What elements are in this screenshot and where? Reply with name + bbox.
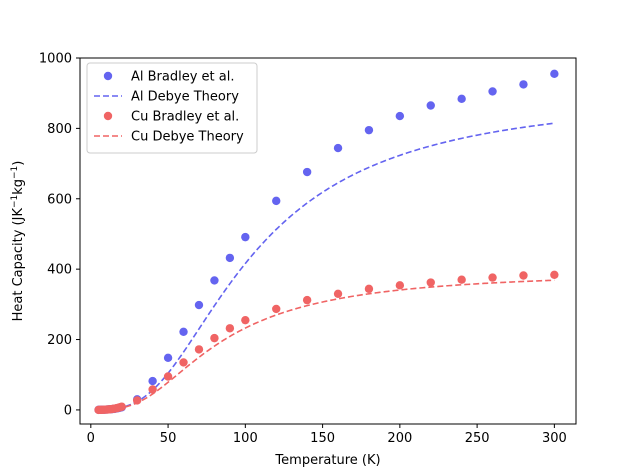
x-tick-label: 50: [160, 431, 177, 446]
al-bradley-point: [225, 253, 235, 263]
cu-bradley-point: [457, 275, 466, 284]
al-bradley-point: [194, 300, 204, 310]
y-axis-label-superscript: −1: [10, 195, 20, 208]
y-tick-label: 1000: [39, 52, 72, 67]
y-axis: 0 200 400 600 800 1000: [39, 52, 80, 418]
cu-bradley-point: [225, 324, 235, 333]
cu-bradley-point: [550, 270, 559, 279]
cu-bradley-point: [179, 358, 188, 367]
cu-bradley-point: [426, 278, 435, 287]
legend-label-al-bradley: Al Bradley et al.: [131, 70, 235, 85]
x-tick-label: 100: [233, 431, 258, 446]
al-bradley-point: [519, 80, 528, 89]
al-bradley-point: [395, 111, 405, 121]
al-bradley-point: [163, 353, 173, 363]
cu-bradley-point: [148, 385, 157, 394]
y-axis-label-superscript: −1: [10, 166, 20, 179]
al-bradley-point: [210, 276, 219, 285]
y-tick-label: 400: [47, 263, 72, 278]
cu-bradley-point: [302, 295, 312, 305]
legend-label-cu-debye: Cu Debye Theory: [131, 130, 244, 145]
al-bradley-point: [148, 376, 157, 386]
cu-bradley-point: [333, 289, 343, 298]
axes-frame: [79, 57, 577, 425]
al-bradley-point: [302, 167, 312, 177]
cu-bradley-point: [488, 273, 497, 282]
y-axis-label-part: Heat Capacity (JK: [11, 208, 26, 322]
y-axis-label-part: ): [11, 161, 26, 166]
plot-area: [94, 69, 559, 415]
cu-bradley-point: [272, 304, 281, 314]
cu-bradley-point: [194, 345, 204, 354]
legend-marker-al-bradley: [103, 71, 113, 81]
cu-bradley-point: [519, 271, 528, 280]
legend-label-cu-bradley: Cu Bradley et al.: [131, 110, 239, 125]
x-axis-label: Temperature (K): [274, 453, 380, 468]
al-bradley-point: [364, 125, 374, 135]
al-debye-line: [98, 122, 555, 411]
y-axis-label-part: kg: [11, 179, 26, 195]
cu-bradley-point: [210, 333, 219, 343]
al-bradley-point: [179, 327, 188, 336]
al-bradley-point: [550, 69, 559, 79]
y-tick-label: 0: [64, 403, 72, 418]
legend: Al Bradley et al. Al Debye Theory Cu Bradl…: [86, 62, 258, 154]
legend-marker-cu-bradley: [103, 111, 113, 121]
cu-bradley-point: [364, 284, 374, 294]
cu-bradley-point: [395, 281, 405, 290]
x-axis: 0 50 100 150 200 250 300: [87, 424, 567, 446]
y-tick-label: 200: [47, 333, 72, 348]
al-bradley-point: [457, 94, 466, 104]
legend-label-al-debye: Al Debye Theory: [131, 90, 239, 105]
al-bradley-point: [488, 87, 497, 96]
y-tick-label: 600: [47, 192, 72, 207]
cu-debye-line: [98, 279, 555, 411]
al-bradley-point: [241, 232, 250, 242]
al-bradley-point: [272, 196, 281, 206]
al-bradley-point: [333, 143, 343, 153]
cu-bradley-point: [132, 396, 142, 405]
cu-bradley-point: [241, 315, 250, 325]
legend-box: [86, 62, 258, 154]
x-tick-label: 300: [542, 431, 567, 446]
y-tick-label: 800: [47, 122, 72, 137]
cu-bradley-point: [117, 402, 126, 411]
x-tick-label: 150: [310, 431, 335, 446]
cu-bradley-point: [163, 372, 173, 381]
y-axis-label: Heat Capacity (JK−1kg−1): [10, 161, 26, 322]
al-bradley-point: [426, 101, 435, 110]
x-tick-label: 200: [387, 431, 412, 446]
x-tick-label: 250: [465, 431, 490, 446]
x-tick-label: 0: [87, 431, 95, 446]
